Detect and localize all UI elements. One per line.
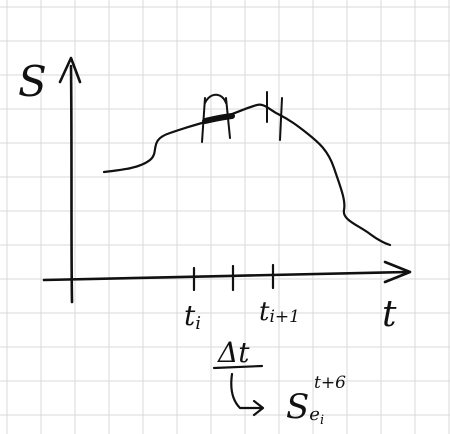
x-axis-arrow-icon [383,260,412,284]
target-label: Sei [286,387,324,428]
y-axis-arrow-icon [58,56,82,84]
delta-t-label: Δt [217,336,250,369]
delta-underline [212,364,264,370]
boundary-mark-2 [279,97,283,141]
x-axis [42,270,410,282]
highlighted-segment [202,113,235,124]
window-arc [204,93,227,104]
x-axis-label: t [382,294,397,335]
hook-arrow-icon [230,372,265,417]
target-superscript: t+6 [314,373,346,393]
window-mark-left [201,97,206,143]
tick-label-t-i: ti [184,299,201,334]
y-axis [69,64,74,304]
window-mark-right [225,97,231,139]
tick-label-t-i-plus-1: ti+1 [259,297,300,327]
y-axis-label: S [18,57,47,106]
signal-curve [102,103,392,247]
